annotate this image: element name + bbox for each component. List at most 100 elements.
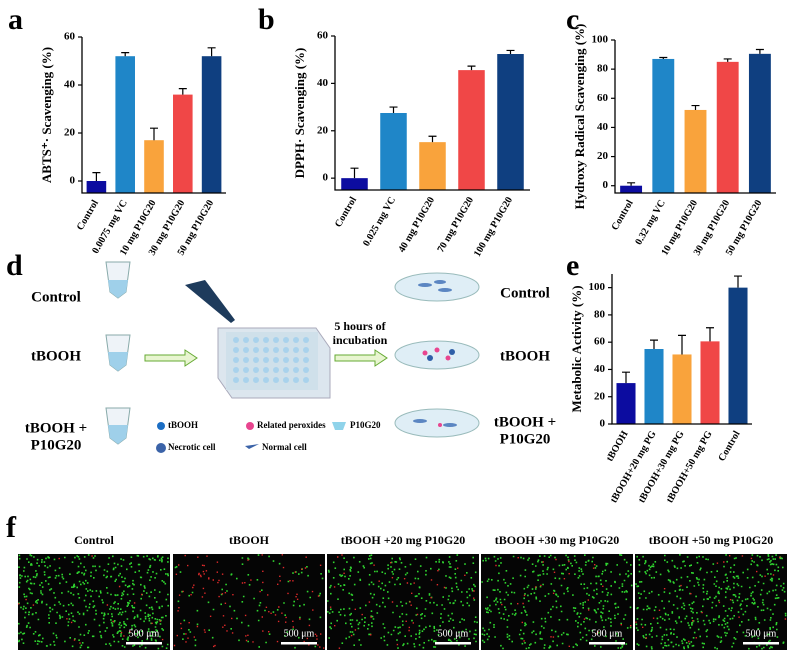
bar [173, 94, 193, 193]
error-bar [723, 58, 732, 62]
legend-label: P10G20 [350, 420, 381, 430]
panel-label: a [8, 3, 23, 36]
live-cells [174, 554, 324, 649]
scale-label: 500 μm [284, 628, 315, 639]
y-tick-label: 0 [603, 179, 609, 191]
y-tick-label: 40 [594, 363, 606, 375]
bar [497, 54, 524, 191]
scale-label: 500 μm [592, 628, 623, 639]
y-tick-label: 60 [597, 92, 609, 104]
x-tick-label: 40 mg P10G20 [396, 195, 437, 254]
bar [115, 56, 135, 194]
bar [620, 185, 643, 193]
y-tick-label: 60 [317, 30, 329, 42]
error-bar [150, 127, 158, 141]
bar [458, 70, 485, 190]
x-tick-label: Control [610, 198, 636, 232]
error-bar [622, 371, 630, 384]
scale-bar [126, 642, 162, 645]
y-tick-label: 20 [597, 150, 609, 162]
panel-label: e [566, 249, 579, 282]
legend-label: Related peroxides [257, 420, 326, 430]
scale-bar [589, 642, 625, 645]
step-label: 5 hours of incubation [333, 319, 388, 347]
error-bar [207, 47, 216, 57]
sample-label: Control [31, 289, 81, 305]
panel-label: d [6, 249, 23, 282]
micrograph-title: Control [74, 533, 114, 547]
x-tick-label: 100 mg P10G20 [472, 195, 515, 259]
micrograph: 500 μm [481, 554, 633, 650]
y-tick-label: 40 [317, 77, 329, 89]
bar [201, 56, 222, 194]
axis-line [81, 37, 226, 194]
result-label: tBOOH + P10G20 [494, 415, 556, 448]
legend-label: tBOOH [168, 420, 198, 430]
x-tick-label: Control [333, 195, 359, 229]
error-bar [389, 106, 398, 113]
error-bar [659, 56, 668, 59]
micrograph-title: tBOOH +50 mg P10G20 [649, 533, 774, 547]
result-label: tBOOH [500, 348, 550, 364]
error-bar [506, 49, 515, 55]
y-tick-label: 0 [323, 172, 329, 184]
y-tick-label: 0 [600, 418, 606, 430]
bar [728, 287, 748, 424]
y-tick-label: 40 [64, 79, 76, 91]
micrograph: 500 μm [327, 554, 479, 650]
micrograph-title: tBOOH +20 mg P10G20 [341, 533, 466, 547]
live-cells [481, 554, 633, 650]
y-tick-label: 60 [64, 31, 76, 43]
sample-label: tBOOH [31, 348, 81, 364]
scale-label: 500 μm [129, 628, 160, 639]
panel-label: f [6, 511, 17, 544]
panel-label: c [566, 3, 579, 36]
y-axis-label: Metabolic Activity (%) [569, 285, 584, 412]
error-bar [650, 339, 658, 349]
y-tick-label: 40 [597, 121, 609, 133]
error-bar [734, 275, 742, 288]
bar [716, 61, 739, 193]
error-bar [627, 182, 636, 186]
micrograph: 500 μm [173, 554, 325, 650]
bar [380, 113, 407, 190]
y-tick-label: 100 [592, 34, 609, 46]
x-tick-label: tBOOH [604, 429, 630, 464]
y-tick-label: 20 [594, 390, 606, 402]
diagram-art [105, 261, 480, 453]
x-tick-label: Control [716, 429, 742, 463]
x-tick-label: 70 mg P10G20 [435, 195, 476, 254]
bar [684, 109, 707, 193]
axis-line [614, 40, 776, 194]
micrograph: 500 μm [635, 554, 787, 650]
legend-label: Necrotic cell [168, 442, 216, 452]
scale-bar [281, 642, 317, 645]
live-cells [327, 554, 478, 649]
bar [652, 58, 675, 193]
legend-label: Normal cell [262, 442, 307, 452]
error-bar [428, 135, 437, 143]
live-cells [18, 554, 169, 650]
y-tick-label: 80 [597, 63, 609, 75]
sample-label: tBOOH + P10G20 [25, 421, 87, 454]
error-bar [678, 334, 686, 355]
error-bar [706, 327, 714, 342]
y-tick-label: 20 [64, 127, 76, 139]
micrograph-bg [635, 554, 787, 650]
x-tick-label: 0.025 mg VC [361, 195, 398, 248]
scale-label: 500 μm [438, 628, 469, 639]
bar [672, 354, 692, 424]
result-label: Control [500, 285, 550, 301]
y-tick-label: 0 [70, 175, 76, 187]
error-bar [121, 52, 130, 57]
x-tick-label: 0.32 mg VC [633, 198, 668, 247]
bar [644, 349, 664, 424]
bar [86, 181, 107, 193]
micrograph-title: tBOOH [229, 533, 270, 547]
y-axis-label: Hydroxy Radical Scavenging (%) [572, 24, 587, 210]
error-bar [178, 88, 187, 95]
y-axis-label: ABTS⁺· Scavenging (%) [39, 47, 54, 183]
scale-bar [743, 642, 779, 645]
bar [144, 140, 164, 193]
